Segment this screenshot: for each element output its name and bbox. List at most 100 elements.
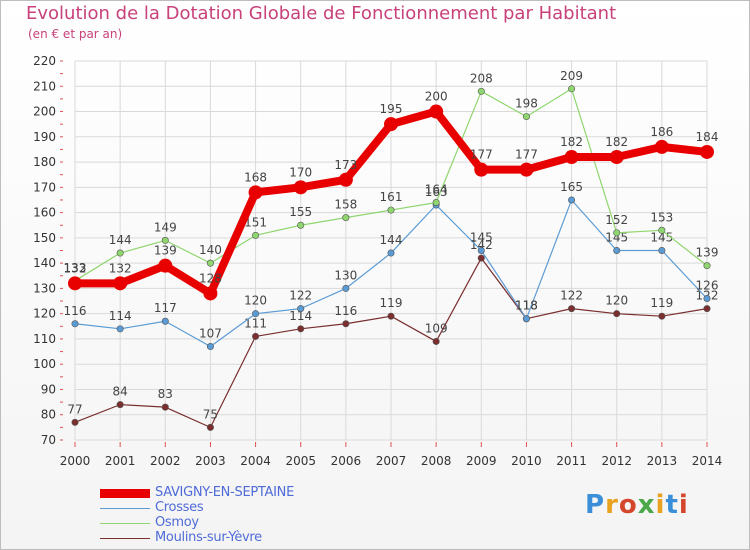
- data-label: 145: [605, 231, 628, 245]
- data-label: 209: [560, 69, 583, 83]
- x-tick-label: 2000: [60, 454, 91, 468]
- data-point: [703, 305, 711, 313]
- data-label: 164: [425, 182, 448, 196]
- data-label: 117: [154, 301, 177, 315]
- data-point: [297, 221, 305, 229]
- data-label: 107: [199, 327, 222, 341]
- x-tick-label: 2008: [421, 454, 452, 468]
- x-tick-label: 2003: [195, 454, 226, 468]
- data-label: 177: [470, 148, 493, 162]
- logo-letter: t: [665, 490, 679, 520]
- data-point: [161, 403, 169, 411]
- legend-label: SAVIGNY-EN-SEPTAINE: [155, 485, 295, 500]
- data-label: 116: [64, 304, 87, 318]
- y-tick-label: 80: [41, 408, 56, 422]
- data-label: 144: [109, 233, 132, 247]
- data-label: 153: [650, 210, 673, 224]
- data-label: 116: [334, 304, 357, 318]
- data-point: [387, 312, 395, 320]
- data-label: 118: [515, 299, 538, 313]
- x-tick-label: 2006: [331, 454, 362, 468]
- data-label: 151: [244, 215, 267, 229]
- data-label: 200: [425, 90, 448, 104]
- data-label: 182: [605, 135, 628, 149]
- data-point: [116, 249, 124, 257]
- y-tick-label: 140: [33, 256, 56, 270]
- data-point: [658, 312, 666, 320]
- y-tick-label: 90: [41, 382, 56, 396]
- data-point: [252, 231, 260, 239]
- data-label: 145: [470, 231, 493, 245]
- data-point: [474, 162, 489, 177]
- data-point: [116, 401, 124, 409]
- x-tick-label: 2001: [105, 454, 136, 468]
- data-label: 168: [244, 170, 267, 184]
- data-label: 77: [67, 402, 82, 416]
- x-tick-label: 2004: [240, 454, 271, 468]
- data-label: 84: [113, 385, 128, 399]
- legend-swatch: [100, 538, 150, 539]
- data-point: [387, 206, 395, 214]
- data-label: 119: [650, 296, 673, 310]
- logo-letter: i: [655, 490, 666, 520]
- data-point: [522, 315, 530, 323]
- y-tick-label: 210: [33, 79, 56, 93]
- data-point: [477, 254, 485, 262]
- data-label: 152: [605, 213, 628, 227]
- data-point: [297, 325, 305, 333]
- x-tick-label: 2012: [601, 454, 632, 468]
- data-label: 198: [515, 97, 538, 111]
- data-label: 142: [470, 238, 493, 252]
- data-point: [654, 139, 669, 154]
- data-point: [158, 258, 173, 273]
- data-label: 83: [158, 387, 173, 401]
- data-label: 132: [109, 261, 132, 275]
- data-label: 111: [244, 316, 267, 330]
- chart-title: Evolution de la Dotation Globale de Fonc…: [26, 3, 617, 24]
- data-label: 144: [380, 233, 403, 247]
- data-label: 114: [109, 309, 132, 323]
- legend-swatch: [100, 523, 150, 524]
- data-label: 184: [696, 130, 719, 144]
- data-label: 161: [380, 190, 403, 204]
- data-point: [432, 337, 440, 345]
- data-point: [522, 113, 530, 121]
- legend-swatch: [100, 508, 150, 509]
- data-label: 128: [199, 271, 222, 285]
- data-point: [568, 305, 576, 313]
- data-point: [432, 198, 440, 206]
- logo-letter: r: [605, 490, 619, 520]
- data-label: 158: [334, 198, 357, 212]
- y-tick-label: 100: [33, 357, 56, 371]
- data-point: [568, 85, 576, 93]
- logo-letter: i: [678, 490, 689, 520]
- x-tick-label: 2013: [647, 454, 678, 468]
- legend-label: Osmoy: [155, 515, 199, 530]
- data-point: [252, 310, 260, 318]
- data-label: 139: [154, 244, 177, 258]
- data-label: 122: [560, 289, 583, 303]
- data-label: 130: [334, 268, 357, 282]
- logo-letter: P: [585, 490, 606, 520]
- x-tick-label: 2009: [466, 454, 497, 468]
- data-point: [206, 259, 214, 267]
- data-point: [609, 150, 624, 165]
- data-label: 165: [560, 180, 583, 194]
- y-tick-label: 190: [33, 130, 56, 144]
- data-point: [613, 310, 621, 318]
- data-point: [703, 262, 711, 270]
- data-point: [113, 276, 128, 291]
- data-label: 139: [696, 246, 719, 260]
- data-point: [71, 418, 79, 426]
- legend-label: Crosses: [155, 500, 204, 515]
- data-point: [477, 247, 485, 255]
- y-tick-label: 70: [41, 433, 56, 447]
- data-point: [700, 144, 714, 159]
- data-point: [384, 117, 398, 132]
- data-point: [68, 276, 82, 291]
- data-label: 122: [289, 289, 312, 303]
- proxiti-logo: Proxiti: [585, 490, 689, 520]
- data-label: 114: [289, 309, 312, 323]
